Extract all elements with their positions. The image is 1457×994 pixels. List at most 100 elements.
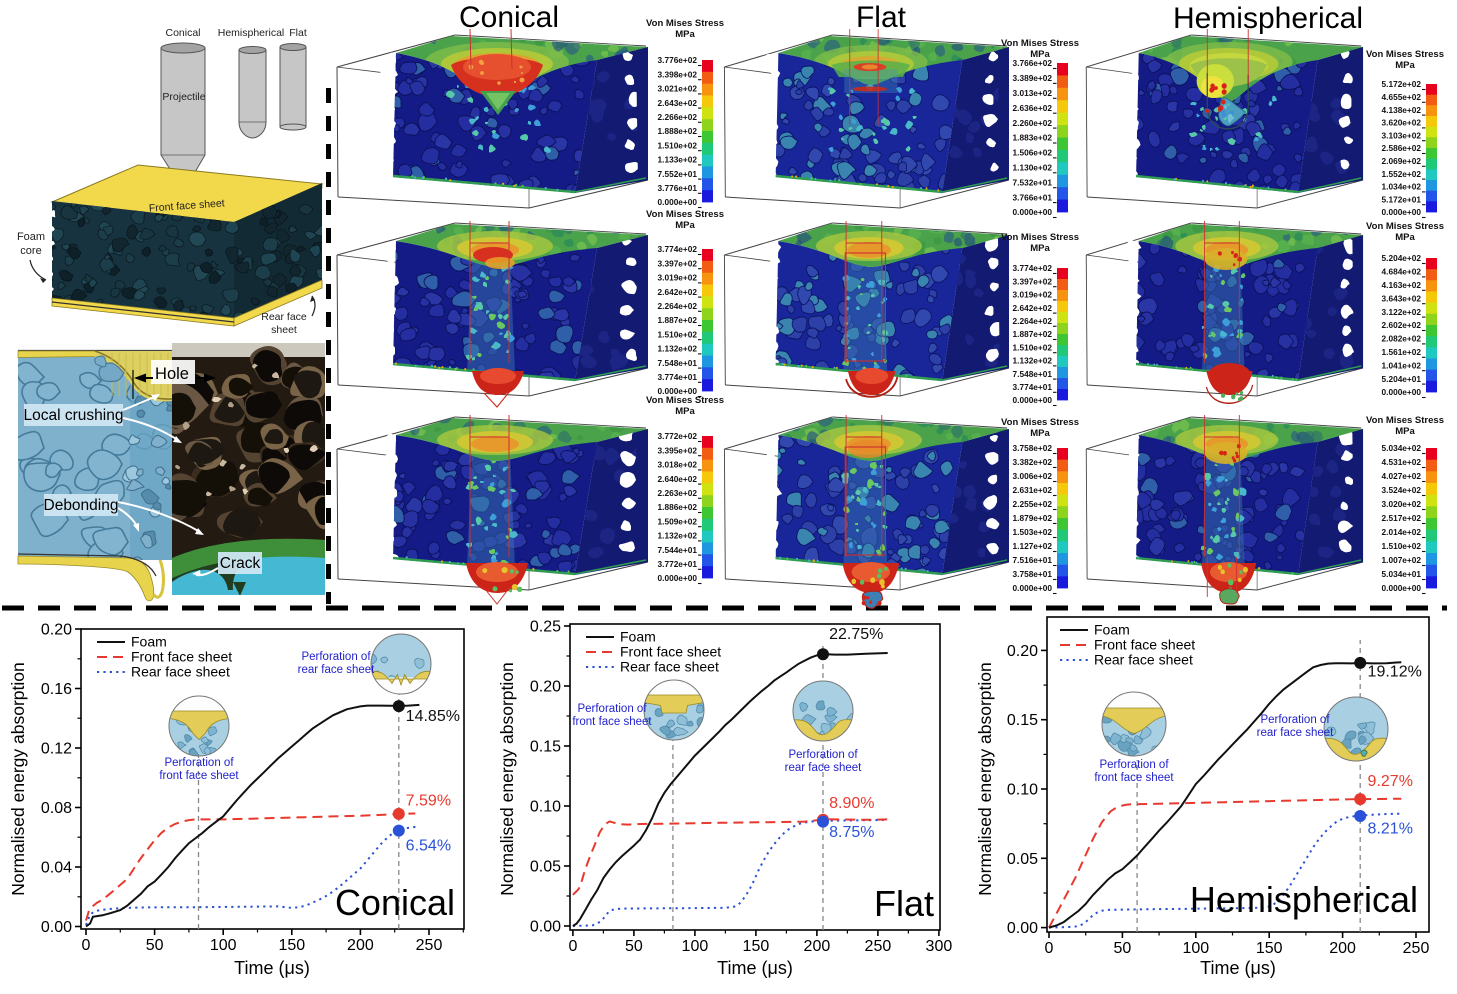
svg-text:Von Mises Stress: Von Mises Stress — [1001, 232, 1079, 243]
svg-text:1.888e+02: 1.888e+02 — [658, 126, 698, 136]
svg-text:4.138e+02: 4.138e+02 — [1382, 105, 1422, 115]
svg-text:2.069e+02: 2.069e+02 — [1382, 156, 1422, 166]
svg-text:3.122e+02: 3.122e+02 — [1382, 307, 1422, 317]
svg-text:Perforation of: Perforation of — [1260, 714, 1330, 726]
svg-text:0.20: 0.20 — [1007, 643, 1038, 660]
svg-text:5.034e+01: 5.034e+01 — [1382, 569, 1422, 579]
svg-text:9.27%: 9.27% — [1368, 773, 1413, 790]
svg-text:3.018e+02: 3.018e+02 — [658, 460, 698, 470]
svg-text:2.517e+02: 2.517e+02 — [1382, 513, 1422, 523]
svg-text:1.887e+02: 1.887e+02 — [1013, 329, 1053, 339]
svg-text:5.172e+01: 5.172e+01 — [1382, 194, 1422, 204]
svg-text:7.548e+01: 7.548e+01 — [1013, 369, 1053, 379]
svg-text:22.75%: 22.75% — [829, 626, 883, 643]
svg-text:3.620e+02: 3.620e+02 — [1382, 118, 1422, 128]
svg-text:1.132e+02: 1.132e+02 — [1013, 356, 1053, 366]
svg-text:50: 50 — [146, 937, 164, 954]
svg-text:rear face sheet: rear face sheet — [1257, 727, 1335, 739]
svg-text:2.586e+02: 2.586e+02 — [1382, 143, 1422, 153]
svg-text:3.524e+02: 3.524e+02 — [1382, 485, 1422, 495]
svg-text:5.034e+02: 5.034e+02 — [1382, 443, 1422, 453]
svg-text:100: 100 — [210, 937, 237, 954]
svg-text:Hole: Hole — [155, 365, 189, 383]
svg-text:Rear face: Rear face — [261, 311, 307, 323]
svg-text:3.020e+02: 3.020e+02 — [1382, 499, 1422, 509]
svg-text:0.000e+00: 0.000e+00 — [658, 573, 698, 583]
svg-text:0.04: 0.04 — [41, 860, 72, 877]
svg-text:2.255e+02: 2.255e+02 — [1013, 499, 1053, 509]
svg-text:2.260e+02: 2.260e+02 — [1013, 118, 1053, 128]
svg-text:Normalised energy absorption: Normalised energy absorption — [975, 662, 995, 895]
svg-text:1.007e+02: 1.007e+02 — [1382, 555, 1422, 565]
svg-text:Flat: Flat — [856, 1, 907, 34]
svg-text:3.398e+02: 3.398e+02 — [658, 69, 698, 79]
svg-text:3.776e+01: 3.776e+01 — [658, 183, 698, 193]
svg-text:1.883e+02: 1.883e+02 — [1013, 133, 1053, 143]
svg-text:3.382e+02: 3.382e+02 — [1013, 457, 1053, 467]
svg-text:1.552e+02: 1.552e+02 — [1382, 169, 1422, 179]
svg-text:Perforation of: Perforation of — [164, 757, 234, 769]
svg-text:1.130e+02: 1.130e+02 — [1013, 163, 1053, 173]
svg-text:4.655e+02: 4.655e+02 — [1382, 92, 1422, 102]
svg-text:1.510e+02: 1.510e+02 — [658, 140, 698, 150]
svg-text:3.774e+01: 3.774e+01 — [658, 372, 698, 382]
svg-text:3.772e+02: 3.772e+02 — [658, 431, 698, 441]
svg-text:Flat: Flat — [874, 883, 934, 924]
svg-text:0.000e+00: 0.000e+00 — [1382, 207, 1422, 217]
svg-text:rear face sheet: rear face sheet — [298, 664, 376, 676]
svg-text:MPa: MPa — [1395, 60, 1415, 71]
svg-text:3.021e+02: 3.021e+02 — [658, 84, 698, 94]
svg-text:3.019e+02: 3.019e+02 — [658, 273, 698, 283]
svg-text:Foam: Foam — [1094, 622, 1130, 638]
svg-text:Flat: Flat — [289, 27, 307, 39]
svg-text:4.684e+02: 4.684e+02 — [1382, 267, 1422, 277]
svg-text:0.000e+00: 0.000e+00 — [1382, 583, 1422, 593]
svg-text:0.000e+00: 0.000e+00 — [1382, 387, 1422, 397]
svg-text:0.000e+00: 0.000e+00 — [658, 197, 698, 207]
svg-text:8.21%: 8.21% — [1368, 820, 1413, 837]
svg-text:1.886e+02: 1.886e+02 — [658, 502, 698, 512]
svg-text:0.15: 0.15 — [530, 739, 561, 756]
svg-text:8.90%: 8.90% — [829, 795, 874, 812]
svg-text:2.082e+02: 2.082e+02 — [1382, 334, 1422, 344]
svg-text:0.20: 0.20 — [41, 622, 72, 639]
svg-text:front face sheet: front face sheet — [1094, 772, 1174, 784]
svg-text:Debonding: Debonding — [44, 497, 119, 514]
svg-text:0.10: 0.10 — [1007, 782, 1038, 799]
svg-text:3.103e+02: 3.103e+02 — [1382, 130, 1422, 140]
svg-text:2.631e+02: 2.631e+02 — [1013, 485, 1053, 495]
svg-text:Perforation of: Perforation of — [577, 703, 647, 715]
svg-text:MPa: MPa — [1030, 428, 1050, 439]
svg-text:Crack: Crack — [220, 555, 261, 572]
svg-text:Von Mises Stress: Von Mises Stress — [646, 209, 724, 220]
svg-text:core: core — [20, 245, 41, 257]
svg-text:1.133e+02: 1.133e+02 — [658, 155, 698, 165]
svg-text:Projectile: Projectile — [162, 91, 205, 103]
svg-text:0.000e+00: 0.000e+00 — [1013, 395, 1053, 405]
svg-text:3.772e+01: 3.772e+01 — [658, 559, 698, 569]
svg-text:1.034e+02: 1.034e+02 — [1382, 182, 1422, 192]
svg-text:Local crushing: Local crushing — [24, 407, 124, 424]
svg-text:Conical: Conical — [335, 882, 455, 923]
svg-text:Hemispherical: Hemispherical — [218, 27, 285, 39]
svg-text:Hemispherical: Hemispherical — [1190, 879, 1418, 920]
svg-text:3.397e+02: 3.397e+02 — [1013, 276, 1053, 286]
svg-text:1.127e+02: 1.127e+02 — [1013, 541, 1053, 551]
svg-text:4.531e+02: 4.531e+02 — [1382, 457, 1422, 467]
svg-text:150: 150 — [1256, 940, 1283, 957]
svg-text:2.264e+02: 2.264e+02 — [1013, 316, 1053, 326]
svg-text:5.172e+02: 5.172e+02 — [1382, 79, 1422, 89]
svg-text:front face sheet: front face sheet — [159, 770, 239, 782]
svg-text:0.00: 0.00 — [1007, 920, 1038, 937]
svg-text:Von Mises Stress: Von Mises Stress — [1366, 49, 1444, 60]
svg-text:0: 0 — [1045, 940, 1054, 957]
svg-text:3.774e+01: 3.774e+01 — [1013, 382, 1053, 392]
svg-text:0.25: 0.25 — [530, 619, 561, 636]
svg-text:2.642e+02: 2.642e+02 — [658, 287, 698, 297]
svg-text:0.05: 0.05 — [1007, 851, 1038, 868]
svg-text:Von Mises Stress: Von Mises Stress — [1366, 415, 1444, 426]
svg-text:0.00: 0.00 — [530, 919, 561, 936]
svg-text:Front face sheet: Front face sheet — [620, 644, 721, 660]
svg-text:MPa: MPa — [675, 29, 695, 40]
svg-text:Front face sheet: Front face sheet — [1094, 637, 1195, 653]
